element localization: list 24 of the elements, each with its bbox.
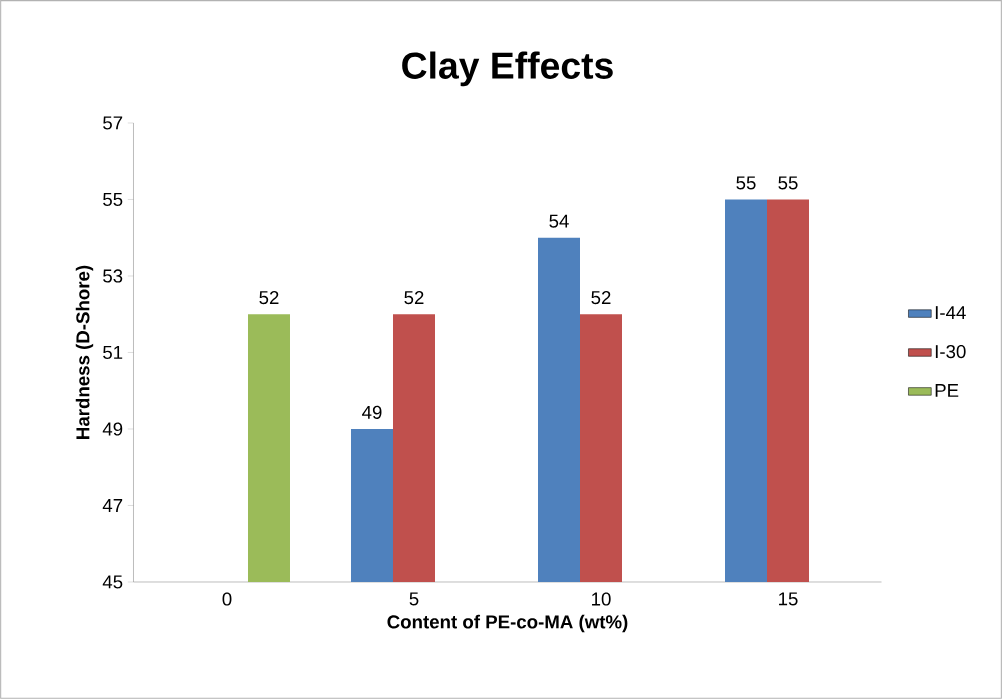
y-tick-label: 55 — [103, 192, 123, 207]
x-tick-label: 10 — [592, 592, 611, 606]
y-axis-title: Hardness (D-Shore) — [75, 265, 94, 439]
data-label: 52 — [259, 290, 279, 305]
x-tick-label: 0 — [222, 592, 232, 606]
data-label: 54 — [549, 214, 569, 228]
data-label: 52 — [404, 290, 424, 305]
y-tick-label: 53 — [103, 269, 123, 283]
y-tick-label: 51 — [103, 345, 123, 360]
x-axis-title: Content of PE-co-MA (wt%) — [387, 614, 628, 633]
y-tick-label: 49 — [102, 422, 123, 436]
y-tick-label: 57 — [103, 116, 123, 130]
data-label: 55 — [778, 176, 798, 190]
legend-label: I-30 — [935, 344, 966, 359]
x-tick-label: 15 — [779, 592, 798, 606]
legend-label: I-44 — [935, 306, 966, 319]
y-tick-label: 47 — [102, 499, 123, 512]
chart-title: Clay Effects — [402, 51, 613, 87]
data-label: 52 — [591, 290, 611, 305]
y-tick-label: 45 — [102, 575, 123, 589]
x-tick-label: 5 — [409, 592, 419, 606]
data-label: 49 — [362, 405, 382, 419]
legend-label: PE — [935, 384, 959, 397]
data-label: 55 — [736, 176, 756, 190]
